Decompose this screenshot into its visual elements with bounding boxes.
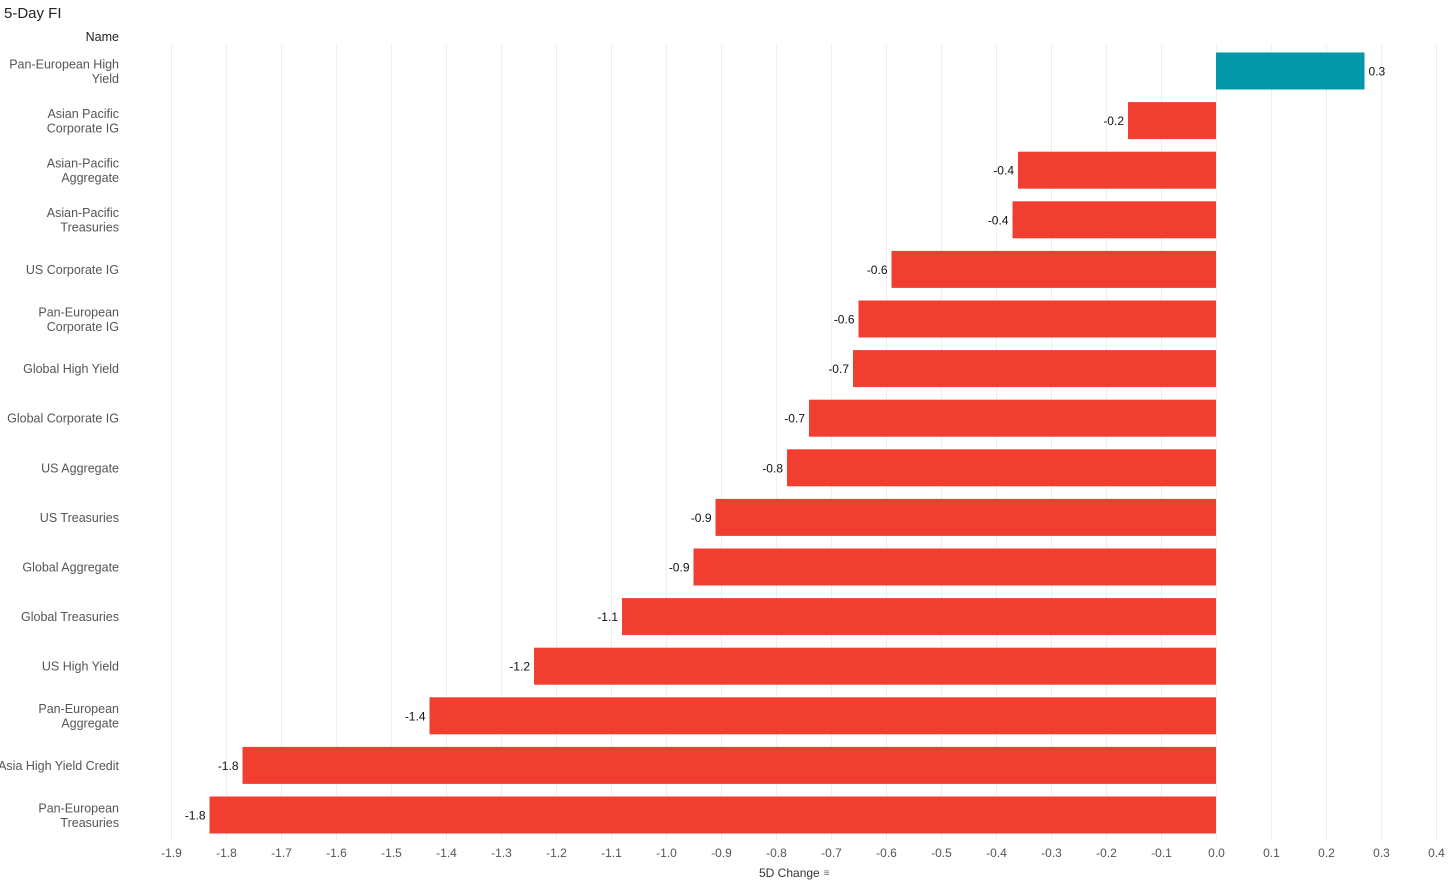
data-label: -0.8 — [762, 461, 783, 475]
row-label: Asia High Yield Credit — [0, 759, 120, 773]
row-label: Pan-European — [38, 305, 119, 319]
bar — [534, 647, 1216, 685]
x-axis-title[interactable]: 5D Change ≡ — [759, 866, 830, 880]
data-label: -1.8 — [185, 809, 206, 823]
bar — [209, 796, 1216, 834]
data-label: -1.2 — [509, 660, 530, 674]
row-header[interactable]: Name — [85, 30, 119, 44]
row-label: Asian-Pacific — [47, 156, 119, 170]
row-label: US Aggregate — [41, 461, 119, 475]
row-label: Aggregate — [61, 717, 119, 731]
row-label: Asian-Pacific — [47, 206, 119, 220]
data-label: -0.6 — [834, 313, 855, 327]
x-axis-title-text: 5D Change — [759, 866, 820, 880]
bar — [809, 399, 1216, 437]
bar — [1216, 52, 1365, 90]
x-axis-ticks: -1.9 -1.8 -1.7 -1.6 -1.5 -1.4 -1.3 -1.2 -1.1 -1.0… — [161, 846, 1445, 860]
x-tick-label: 0.1 — [1263, 846, 1280, 860]
x-tick-label: -1.5 — [381, 846, 402, 860]
row-label: Global Corporate IG — [7, 412, 119, 426]
data-label: -0.9 — [691, 511, 712, 525]
data-label: 0.3 — [1369, 65, 1386, 79]
data-label: -1.4 — [405, 709, 426, 723]
bar — [429, 697, 1216, 735]
x-tick-label: -0.6 — [876, 846, 897, 860]
bar — [693, 548, 1216, 586]
data-label: -0.7 — [784, 412, 805, 426]
bar — [622, 598, 1216, 636]
row-label: Pan-European High — [9, 57, 119, 71]
bar — [787, 449, 1216, 487]
x-tick-label: -1.1 — [601, 846, 622, 860]
row-label: US Treasuries — [40, 511, 119, 525]
x-tick-label: -1.2 — [546, 846, 567, 860]
data-label: -1.1 — [597, 610, 618, 624]
row-label: US Corporate IG — [26, 263, 119, 277]
bar — [1018, 151, 1216, 189]
row-label: Treasuries — [60, 221, 119, 235]
data-label: -1.8 — [218, 759, 239, 773]
row-label: Corporate IG — [47, 320, 119, 334]
x-tick-label: 0.3 — [1373, 846, 1390, 860]
sort-descending-icon[interactable]: ≡ — [823, 868, 830, 879]
bar — [858, 300, 1216, 338]
row-label: Global Aggregate — [22, 561, 119, 575]
row-label: Corporate IG — [47, 121, 119, 135]
x-tick-label: -0.8 — [766, 846, 787, 860]
x-tick-label: -1.0 — [656, 846, 677, 860]
x-tick-label: -0.9 — [711, 846, 732, 860]
data-label: -0.4 — [988, 213, 1009, 227]
x-tick-label: -0.7 — [821, 846, 842, 860]
data-label: -0.2 — [1103, 114, 1124, 128]
row-label: Asian Pacific — [47, 107, 119, 121]
x-tick-label: -1.9 — [161, 846, 182, 860]
x-tick-label: -0.2 — [1096, 846, 1117, 860]
chart-title: 5-Day FI — [4, 5, 62, 22]
x-tick-label: -0.1 — [1151, 846, 1172, 860]
data-labels: 0.3 -0.2 -0.4 -0.4 -0.6 -0.6 -0.7 -0.7 -0.8 -0.9 -… — [185, 65, 1386, 823]
x-tick-label: 0.4 — [1428, 846, 1445, 860]
bar — [1128, 102, 1216, 140]
row-label: Global High Yield — [23, 362, 119, 376]
bar — [715, 498, 1216, 536]
x-tick-label: -1.7 — [271, 846, 292, 860]
x-tick-label: -0.5 — [931, 846, 952, 860]
row-label: Pan-European — [38, 801, 119, 815]
x-tick-label: -1.6 — [326, 846, 347, 860]
x-tick-label: -0.4 — [986, 846, 1007, 860]
x-tick-label: -1.4 — [436, 846, 457, 860]
row-label: US High Yield — [42, 660, 119, 674]
bars — [209, 52, 1365, 834]
row-label: Aggregate — [61, 171, 119, 185]
bar — [1012, 201, 1216, 239]
data-label: -0.9 — [669, 561, 690, 575]
bar — [853, 350, 1216, 388]
data-label: -0.4 — [993, 164, 1014, 178]
row-label: Pan-European — [38, 702, 119, 716]
x-tick-label: -0.3 — [1041, 846, 1062, 860]
bar — [891, 250, 1216, 288]
data-label: -0.7 — [828, 362, 849, 376]
row-label: Treasuries — [60, 816, 119, 830]
x-tick-label: 0.0 — [1208, 846, 1225, 860]
x-tick-label: -1.8 — [216, 846, 237, 860]
x-tick-label: 0.2 — [1318, 846, 1335, 860]
row-label: Global Treasuries — [21, 610, 119, 624]
bar — [242, 746, 1216, 784]
x-tick-label: -1.3 — [491, 846, 512, 860]
data-label: -0.6 — [867, 263, 888, 277]
row-label: Yield — [92, 72, 119, 86]
